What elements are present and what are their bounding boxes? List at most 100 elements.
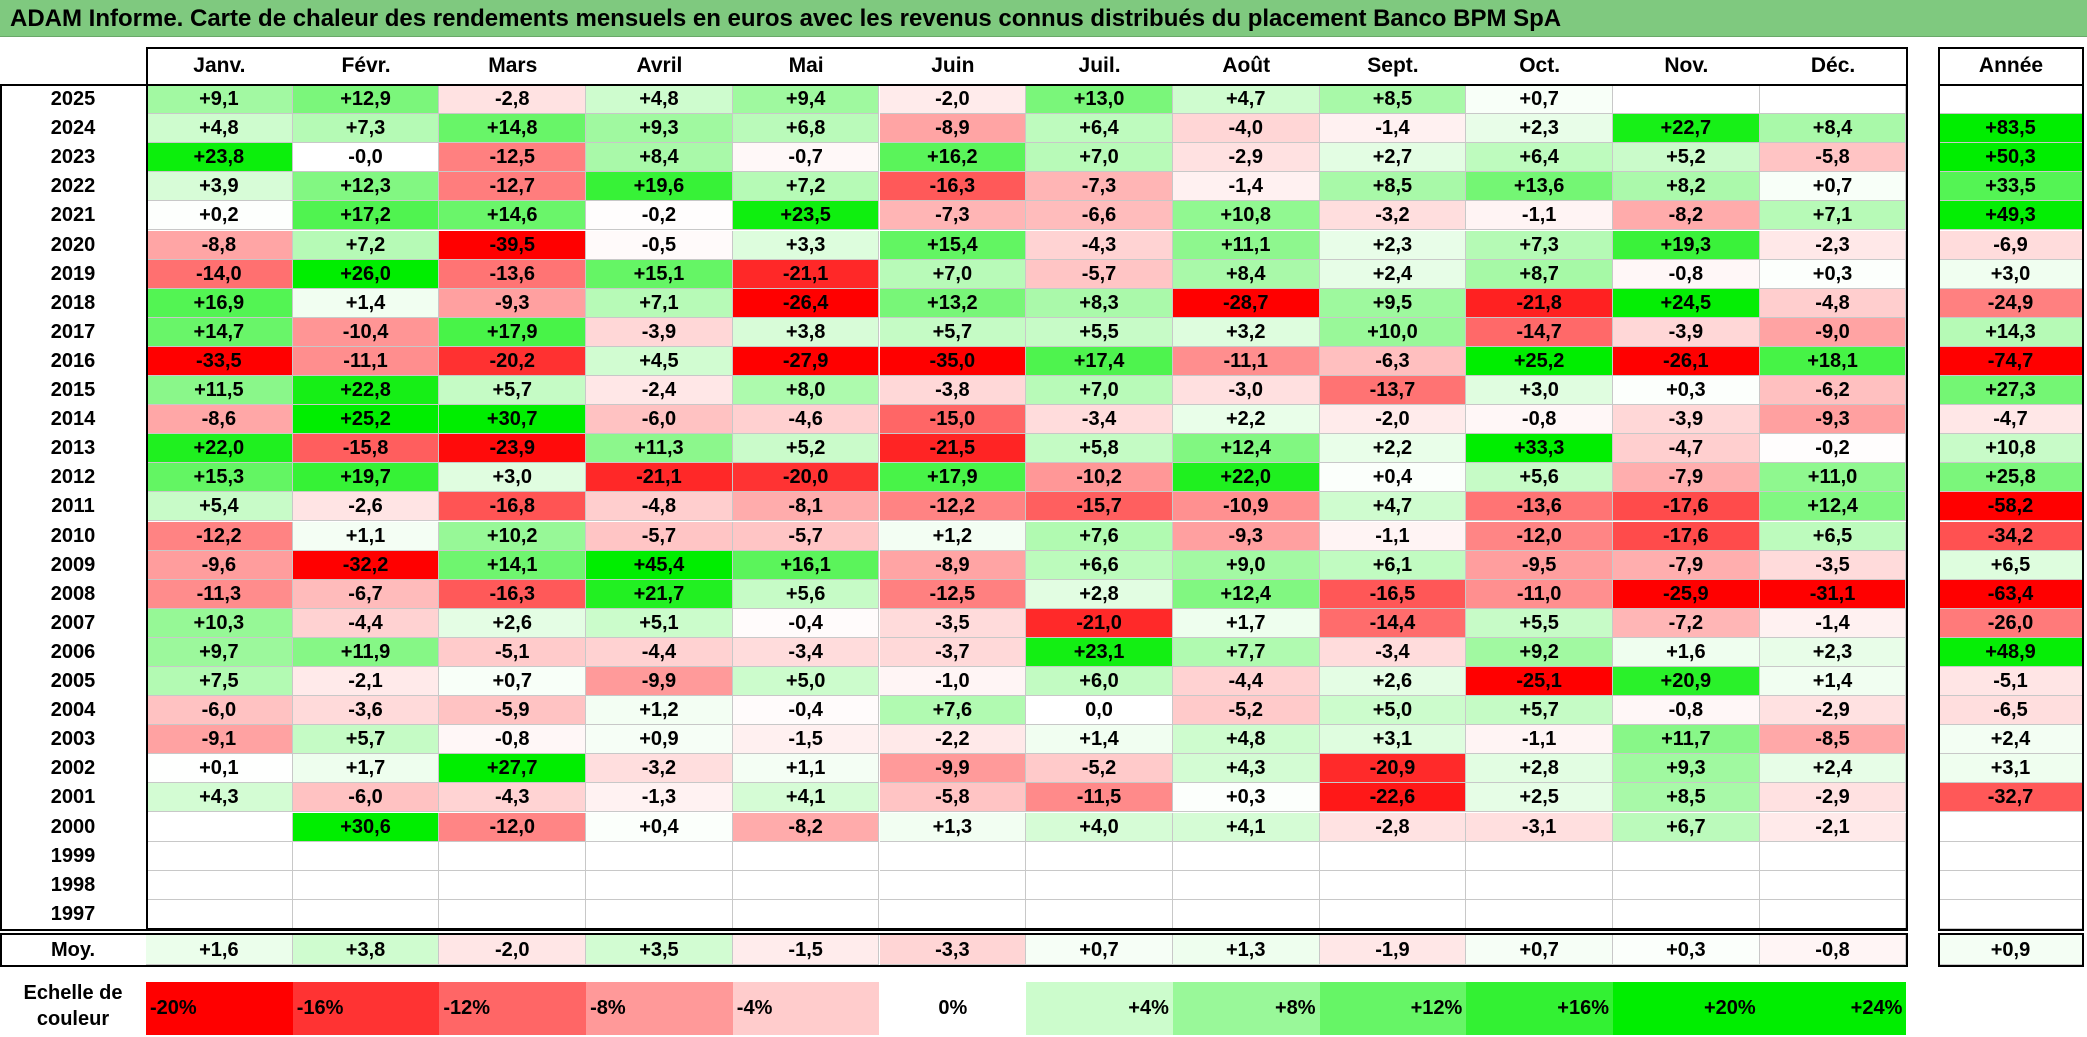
heatmap-cell: -20,0 — [732, 463, 880, 493]
heatmap-cell: +1,1 — [732, 754, 880, 784]
heatmap-cell — [146, 812, 293, 842]
heatmap-cell: 0,0 — [1026, 696, 1173, 726]
heatmap-cell: +1,7 — [292, 754, 440, 784]
heatmap-cell: -12,5 — [879, 579, 1027, 609]
heatmap-cell: -21,0 — [1026, 608, 1173, 638]
heatmap-cell: +1,4 — [292, 288, 440, 318]
heatmap-cell: -2,9 — [1172, 143, 1320, 173]
heatmap-cell: +16,1 — [732, 550, 880, 580]
heatmap-cell: +8,4 — [1759, 114, 1907, 144]
heatmap-cell: -3,8 — [879, 376, 1027, 406]
heatmap-cell: -5,2 — [1172, 696, 1320, 726]
heatmap-cell: +2,6 — [1319, 667, 1467, 697]
heatmap-cell: -8,1 — [732, 492, 880, 522]
heatmap-cell: -17,6 — [1613, 521, 1760, 551]
column-header: Janv. — [193, 54, 246, 77]
heatmap-cell: +7,1 — [1759, 201, 1907, 231]
heatmap-cell: +0,2 — [146, 201, 293, 231]
heatmap-cell: -5,7 — [586, 521, 733, 551]
heatmap-cell: +14,7 — [146, 317, 293, 347]
heatmap-cell: -0,8 — [1613, 696, 1760, 726]
heatmap-cell: -16,3 — [879, 172, 1027, 202]
column-header: Juin — [931, 54, 975, 77]
column-header: Avril — [636, 54, 683, 77]
color-scale-step: +20% — [1613, 982, 1760, 1035]
heatmap-cell: -1,3 — [586, 783, 733, 813]
heatmap-cell: -10,4 — [292, 317, 440, 347]
heatmap-cell: +7,0 — [1026, 376, 1173, 406]
heatmap-cell: -15,8 — [292, 434, 440, 464]
heatmap-cell — [439, 899, 587, 929]
annual-cell — [1938, 85, 2084, 115]
heatmap-cell: -15,7 — [1026, 492, 1173, 522]
heatmap-cell: +17,4 — [1026, 346, 1173, 376]
heatmap-cell: +5,7 — [439, 376, 587, 406]
row-label-year: 2008 — [50, 582, 96, 605]
heatmap-cell: +0,7 — [1759, 172, 1907, 202]
row-label-year: 2002 — [50, 757, 96, 780]
heatmap-cell: +19,6 — [586, 172, 733, 202]
color-scale-step: +8% — [1172, 982, 1320, 1035]
average-cell: +1,3 — [1172, 935, 1320, 965]
heatmap-cell: +0,3 — [1172, 783, 1320, 813]
heatmap-cell: +8,5 — [1319, 172, 1467, 202]
heatmap-cell: -3,9 — [586, 317, 733, 347]
heatmap-cell: -9,9 — [586, 667, 733, 697]
heatmap-cell: +7,7 — [1172, 637, 1320, 667]
heatmap-cell: +3,0 — [439, 463, 587, 493]
heatmap-cell: -9,9 — [879, 754, 1027, 784]
row-label-year: 2021 — [50, 204, 96, 227]
heatmap-cell: +4,8 — [1172, 725, 1320, 755]
heatmap-cell — [586, 899, 733, 929]
heatmap-cell: -11,1 — [292, 346, 440, 376]
heatmap-cell: -14,4 — [1319, 608, 1467, 638]
heatmap-cell: -20,2 — [439, 346, 587, 376]
heatmap-cell — [292, 870, 440, 900]
heatmap-cell: -11,5 — [1026, 783, 1173, 813]
heatmap-cell: +33,3 — [1466, 434, 1613, 464]
heatmap-cell — [879, 841, 1027, 871]
heatmap-cell — [1759, 85, 1907, 115]
heatmap-cell: +6,0 — [1026, 667, 1173, 697]
column-header: Déc. — [1810, 54, 1856, 77]
color-scale-step: +24% — [1759, 982, 1907, 1035]
heatmap-cell: +30,7 — [439, 405, 587, 435]
row-label-year: 2009 — [50, 553, 96, 576]
heatmap-cell — [146, 870, 293, 900]
heatmap-cell: +7,3 — [1466, 230, 1613, 260]
heatmap-cell: -17,6 — [1613, 492, 1760, 522]
color-scale-step: +16% — [1466, 982, 1613, 1035]
average-cell: +0,7 — [1466, 935, 1613, 965]
color-scale-step: 0% — [879, 982, 1027, 1035]
heatmap-cell: -2,1 — [292, 667, 440, 697]
heatmap-cell: +2,8 — [1026, 579, 1173, 609]
heatmap-cell: -22,6 — [1319, 783, 1467, 813]
heatmap-cell: +6,7 — [1613, 812, 1760, 842]
heatmap-cell: -4,4 — [292, 608, 440, 638]
heatmap-cell: -1,4 — [1172, 172, 1320, 202]
chart-title: ADAM Informe. Carte de chaleur des rende… — [0, 0, 2087, 37]
heatmap-cell: -8,5 — [1759, 725, 1907, 755]
annual-cell — [1938, 812, 2084, 842]
heatmap-cell: +16,9 — [146, 288, 293, 318]
annual-cell: +10,8 — [1938, 434, 2084, 464]
heatmap-cell: -20,9 — [1319, 754, 1467, 784]
heatmap-cell: -3,1 — [1466, 812, 1613, 842]
color-scale-label: Echelle de couleur — [23, 982, 123, 1030]
heatmap-cell: +2,2 — [1172, 405, 1320, 435]
heatmap-cell: -21,1 — [586, 463, 733, 493]
heatmap-cell: +2,5 — [1466, 783, 1613, 813]
heatmap-cell: +17,2 — [292, 201, 440, 231]
average-cell: +0,7 — [1026, 935, 1173, 965]
row-label-year: 2020 — [50, 233, 96, 256]
annual-cell: -34,2 — [1938, 521, 2084, 551]
heatmap-cell — [586, 870, 733, 900]
heatmap-cell: +9,7 — [146, 637, 293, 667]
heatmap-cell: -9,1 — [146, 725, 293, 755]
heatmap-cell: -7,2 — [1613, 608, 1760, 638]
heatmap-cell: +0,3 — [1613, 376, 1760, 406]
heatmap-cell: -12,2 — [879, 492, 1027, 522]
heatmap-cell: +7,2 — [732, 172, 880, 202]
heatmap-cell: +6,6 — [1026, 550, 1173, 580]
heatmap-cell: +10,0 — [1319, 317, 1467, 347]
